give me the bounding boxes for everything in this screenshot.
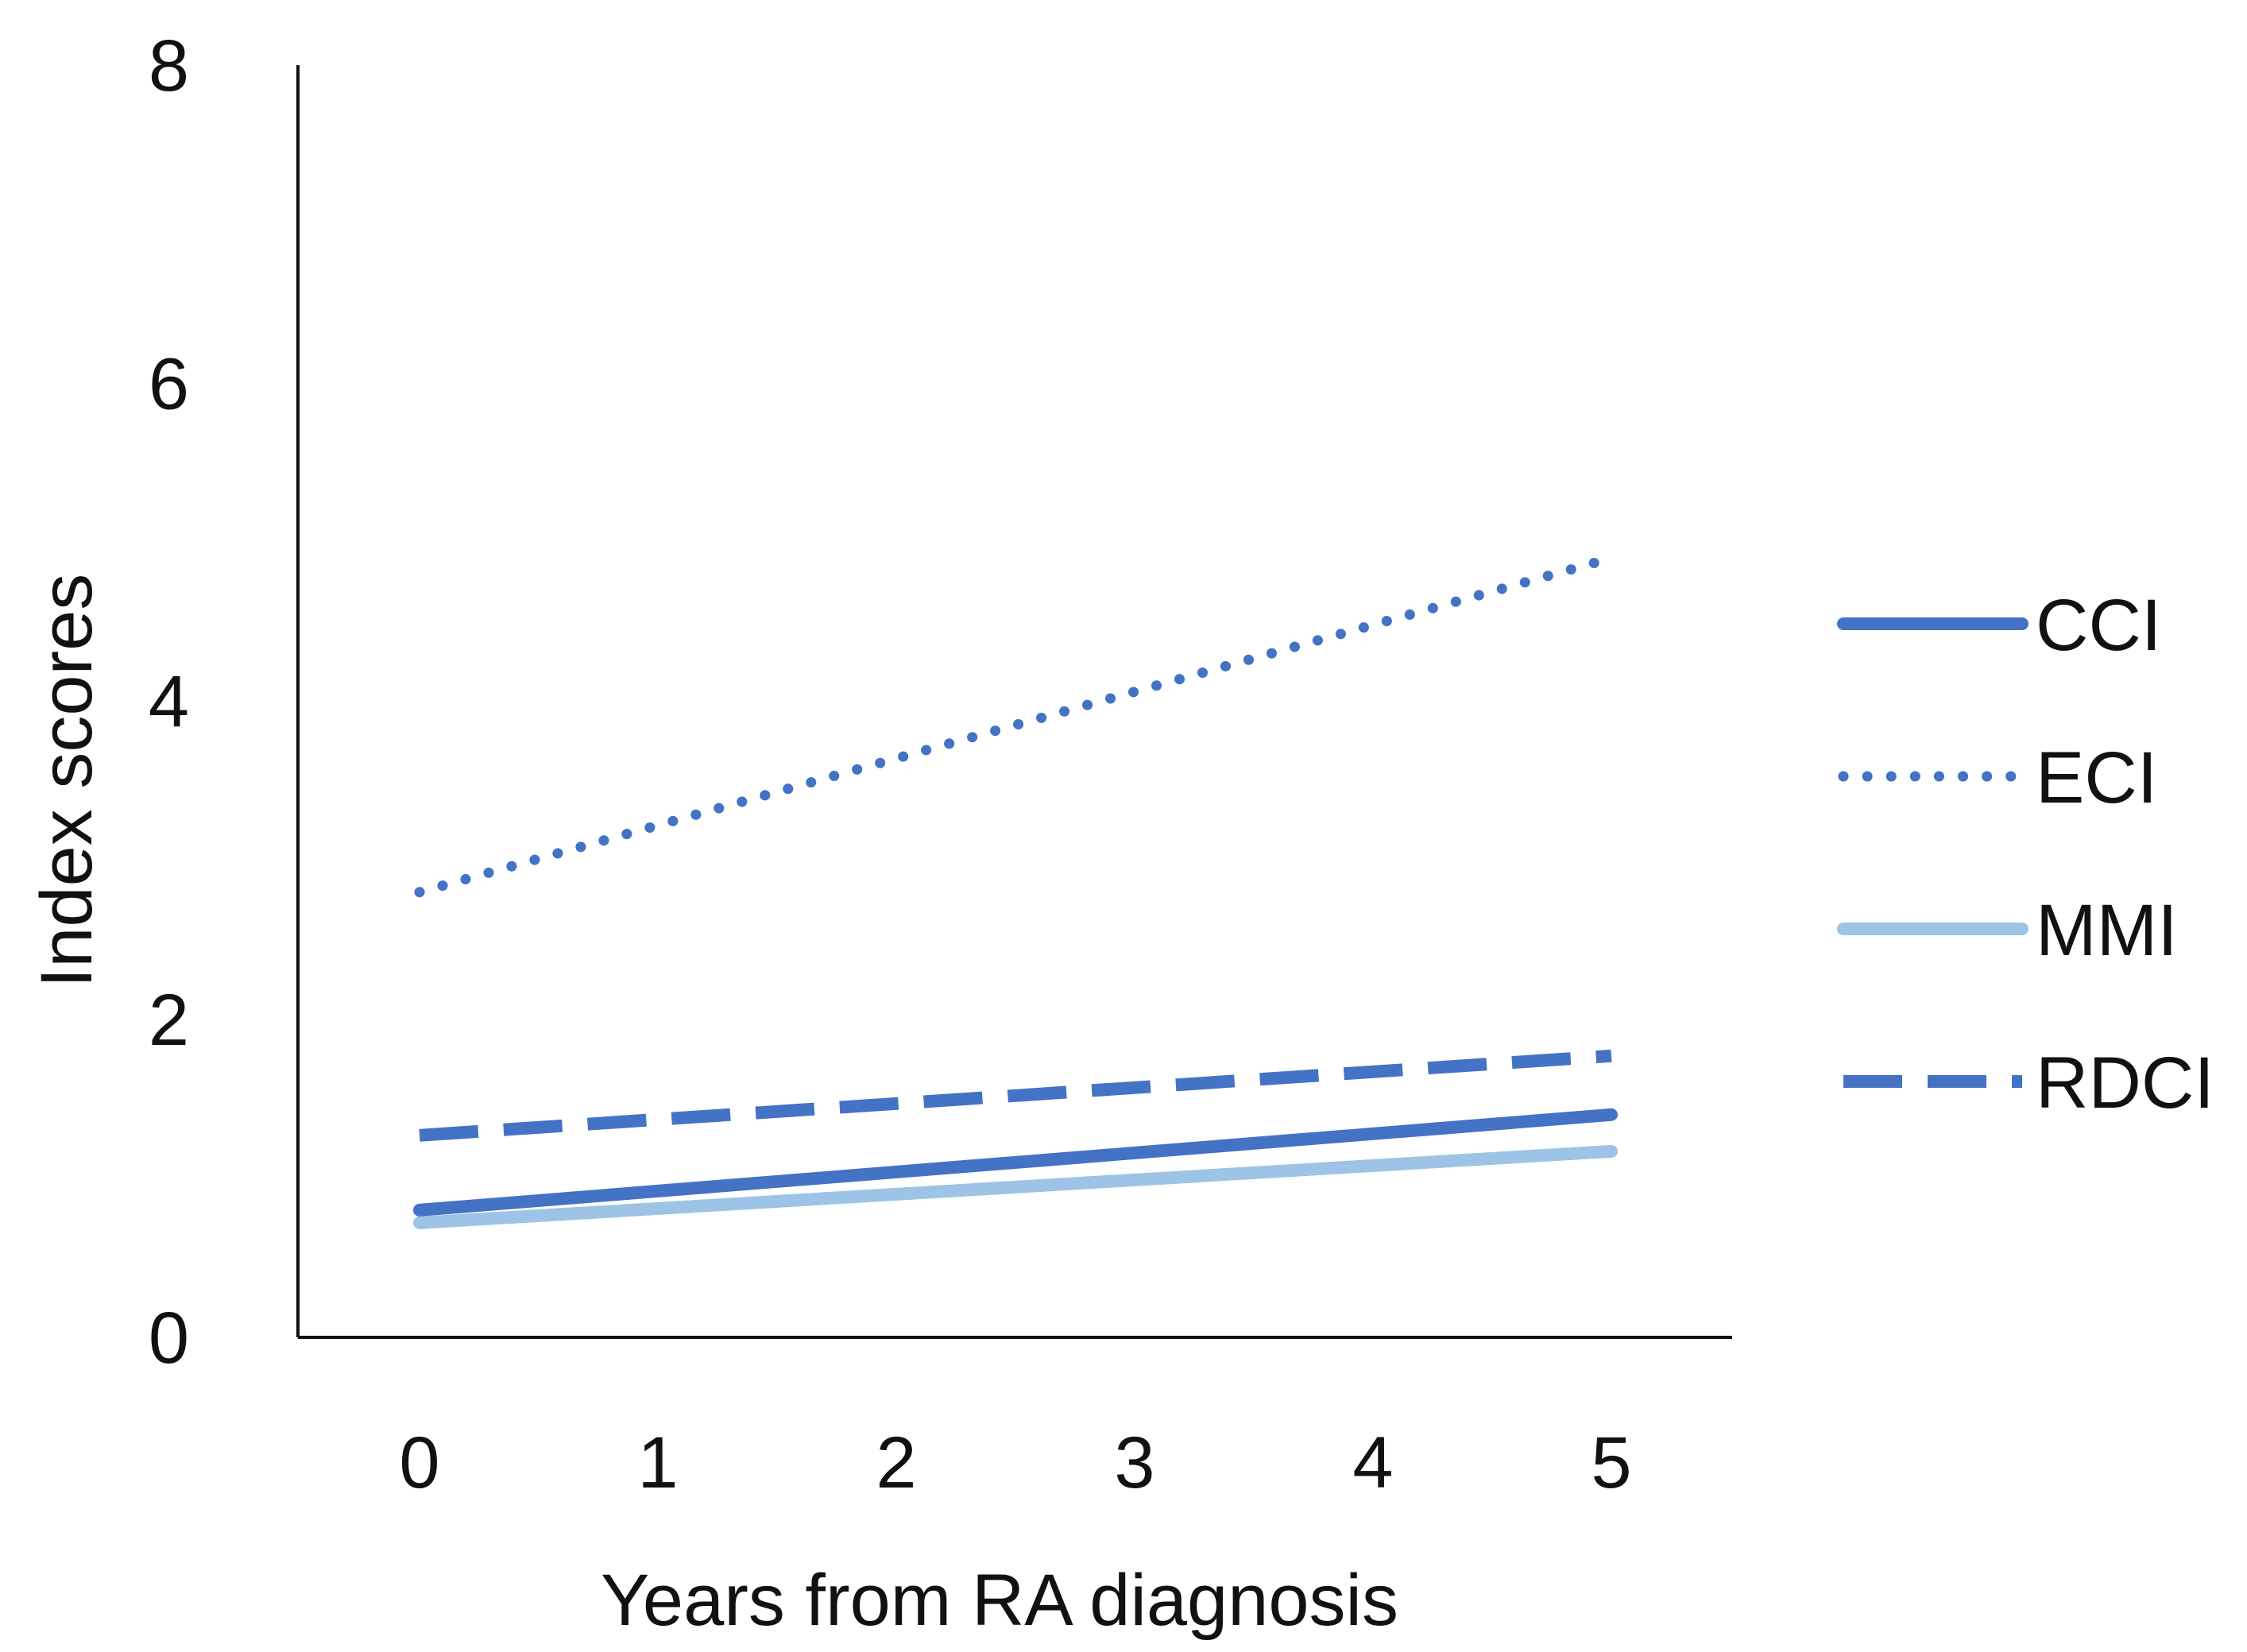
x-axis-title: Years from RA diagnosis xyxy=(601,1560,1398,1641)
legend-label-mmi: MMI xyxy=(2036,890,2178,971)
y-axis-title: Index scores xyxy=(26,574,107,988)
y-tick-label: 0 xyxy=(149,1298,189,1379)
legend-label-eci: ECI xyxy=(2036,737,2157,818)
y-tick-label: 8 xyxy=(149,25,189,106)
series-line-mmi xyxy=(413,1144,1618,1229)
x-tick-label: 3 xyxy=(1114,1422,1154,1503)
y-tick-label: 6 xyxy=(149,343,189,424)
axes xyxy=(296,65,1732,1339)
x-tick-labels: 0 1 2 3 4 5 xyxy=(399,1422,1631,1503)
legend-label-cci: CCI xyxy=(2036,585,2161,666)
series-line-rdci xyxy=(419,1049,1612,1142)
legend: CCI ECI MMI RDCI xyxy=(1837,585,2214,1124)
x-tick-label: 5 xyxy=(1591,1422,1631,1503)
series-layer xyxy=(413,552,1618,1229)
series-line-cci xyxy=(413,1108,1618,1217)
y-tick-label: 4 xyxy=(149,662,189,743)
y-tick-labels: 0 2 4 6 8 xyxy=(149,25,189,1379)
series-line-eci xyxy=(414,552,1617,898)
x-tick-label: 1 xyxy=(637,1422,678,1503)
y-tick-label: 2 xyxy=(149,980,189,1061)
x-tick-label: 4 xyxy=(1352,1422,1393,1503)
x-tick-label: 2 xyxy=(876,1422,916,1503)
x-tick-label: 0 xyxy=(399,1422,439,1503)
legend-label-rdci: RDCI xyxy=(2036,1043,2214,1124)
